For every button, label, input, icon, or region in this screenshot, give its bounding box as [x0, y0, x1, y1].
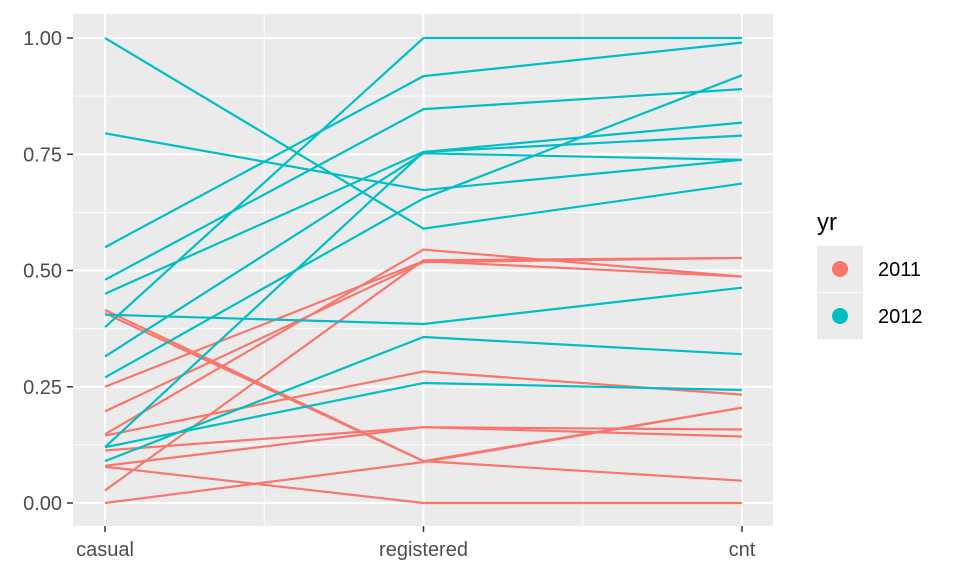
series-line-2012-14 — [104, 88, 743, 281]
legend: yr 2011 2012 — [817, 209, 923, 339]
series-line-2012-20 — [104, 381, 743, 449]
legend-key-2011 — [832, 261, 848, 277]
series-line-2011-10 — [104, 312, 743, 463]
x-tick-label-registered: registered — [379, 539, 468, 561]
series-line-2011-3 — [104, 248, 743, 436]
x-axis: casual registered cnt — [76, 526, 756, 561]
y-tick-label: 0.25 — [23, 377, 62, 399]
y-tick-label: 0.50 — [23, 261, 62, 283]
series-line-2011-8 — [104, 256, 743, 492]
y-axis: 0.00 0.25 0.50 0.75 1.00 — [23, 28, 73, 515]
series-lines — [104, 36, 743, 505]
legend-label-2011: 2011 — [878, 259, 921, 281]
legend-key-2012 — [832, 308, 848, 324]
series-line-2012-19 — [104, 74, 743, 379]
series-line-2012-11 — [104, 37, 743, 230]
y-tick-label: 0.75 — [23, 144, 62, 166]
series-line-2012-13 — [104, 41, 743, 249]
legend-label-2012: 2012 — [878, 306, 923, 328]
series-line-2012-21 — [104, 335, 743, 463]
series-line-2011-6 — [104, 426, 743, 467]
x-tick-label-cnt: cnt — [729, 539, 756, 561]
y-tick-label: 1.00 — [23, 28, 62, 50]
x-tick-label-casual: casual — [76, 539, 134, 561]
series-line-2012-17 — [104, 36, 742, 329]
y-tick-label: 0.00 — [23, 493, 62, 515]
series-line-2011-7 — [104, 465, 742, 505]
series-line-2012-22 — [104, 134, 743, 449]
legend-title: yr — [817, 209, 837, 236]
series-line-2012-12 — [104, 132, 743, 192]
